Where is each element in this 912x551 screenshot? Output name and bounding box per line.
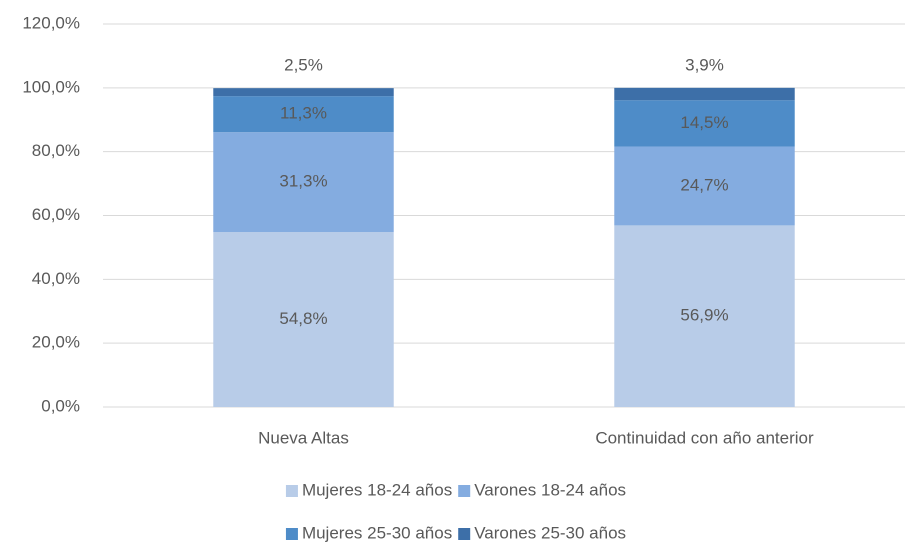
legend-swatch <box>285 528 298 540</box>
data-label: 3,9% <box>685 55 724 74</box>
data-label: 14,5% <box>680 113 728 132</box>
y-tick-label: 40,0% <box>32 269 80 288</box>
legend-label: Mujeres 18-24 años <box>302 480 452 499</box>
bar-segment <box>614 100 795 147</box>
x-tick-label: Nueva Altas <box>258 428 349 447</box>
bar-segment <box>614 87 795 101</box>
bar-segment <box>614 146 795 226</box>
data-label: 31,3% <box>279 172 327 191</box>
bar-segment <box>213 232 394 407</box>
y-tick-label: 0,0% <box>41 396 80 415</box>
y-tick-label: 60,0% <box>32 205 80 224</box>
legend-swatch <box>458 485 471 497</box>
legend-label: Varones 25-30 años <box>474 523 626 542</box>
y-tick-label: 80,0% <box>32 141 80 160</box>
bar-segment <box>614 225 795 407</box>
data-label: 11,3% <box>280 104 327 123</box>
legend-label: Varones 18-24 años <box>474 480 626 499</box>
bar-segment <box>213 96 394 133</box>
data-label: 54,8% <box>279 309 327 328</box>
y-tick-label: 100,0% <box>22 77 80 96</box>
data-label: 56,9% <box>680 306 728 325</box>
legend-label: Mujeres 25-30 años <box>302 523 452 542</box>
bar-segment <box>213 88 394 97</box>
data-label: 2,5% <box>284 56 323 75</box>
legend-swatch <box>285 485 298 497</box>
data-label: 24,7% <box>680 175 728 194</box>
x-tick-label: Continuidad con año anterior <box>595 428 814 447</box>
y-tick-label: 20,0% <box>32 333 80 352</box>
bar-segment <box>213 132 394 233</box>
legend-swatch <box>458 528 471 540</box>
y-tick-label: 120,0% <box>22 13 80 32</box>
